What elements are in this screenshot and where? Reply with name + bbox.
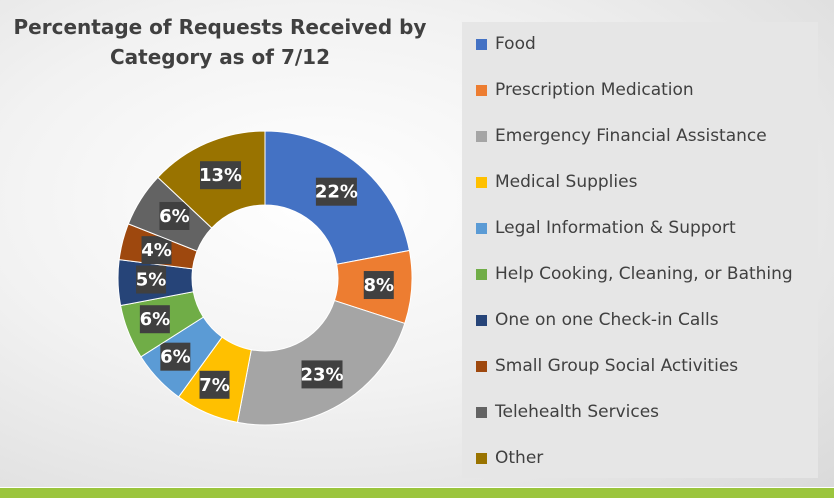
data-label-text-8: 4%: [141, 240, 172, 261]
data-label-text-4: 7%: [199, 375, 230, 396]
legend-label-9: Telehealth Services: [495, 402, 660, 422]
legend-swatch-2: [476, 84, 487, 96]
data-label-box-8: [141, 236, 172, 265]
legend-swatch-10: [476, 452, 487, 464]
data-label-3: 23%: [300, 360, 344, 389]
legend-item-2: Prescription Medication: [476, 67, 818, 113]
legend-swatch-5: [476, 222, 487, 234]
legend-label-2: Prescription Medication: [495, 80, 694, 100]
footer-accent-bar: [0, 488, 834, 498]
data-label-text-1: 22%: [315, 182, 358, 203]
donut-chart: 22% 8% 23% 7% 6% 6% 5% 4% 6% 13%: [117, 130, 413, 426]
legend-item-3: Emergency Financial Assistance: [476, 113, 818, 159]
data-label-box-9: [159, 201, 190, 230]
chart-title-line-2: Category as of 7/12: [109, 45, 331, 69]
legend-label-7: One on one Check-in Calls: [495, 310, 719, 330]
legend-label-1: Food: [495, 34, 536, 54]
data-label-box-5: [160, 342, 191, 371]
legend-swatch-6: [476, 268, 487, 280]
legend-label-10: Other: [495, 448, 544, 468]
legend-label-3: Emergency Financial Assistance: [495, 126, 767, 146]
data-label-text-6: 6%: [140, 309, 171, 330]
data-label-text-3: 23%: [300, 364, 343, 385]
data-label-2: 8%: [363, 271, 394, 300]
data-label-box-2: [363, 271, 394, 300]
data-label-box-6: [139, 305, 170, 334]
legend-swatch-9: [476, 406, 487, 418]
legend-item-6: Help Cooking, Cleaning, or Bathing: [476, 251, 818, 297]
legend-swatch-3: [476, 130, 487, 142]
legend-label-8: Small Group Social Activities: [495, 356, 739, 376]
legend-swatch-1: [476, 38, 487, 50]
data-label-8: 4%: [141, 236, 172, 265]
data-label-box-4: [199, 370, 230, 399]
data-label-text-9: 6%: [159, 206, 190, 227]
data-label-box-7: [136, 265, 167, 294]
data-label-box-10: [200, 161, 242, 190]
data-label-box-1: [315, 177, 357, 206]
chart-title-line-1: Percentage of Requests Received by: [13, 15, 427, 39]
chart-title: Percentage of Requests Received by Categ…: [10, 12, 430, 72]
data-label-9: 6%: [159, 201, 190, 230]
data-label-text-2: 8%: [363, 275, 394, 296]
legend-label-6: Help Cooking, Cleaning, or Bathing: [495, 264, 793, 284]
legend-item-8: Small Group Social Activities: [476, 343, 818, 389]
data-label-text-5: 6%: [160, 347, 191, 368]
legend-label-4: Medical Supplies: [495, 172, 638, 192]
data-label-5: 6%: [160, 342, 191, 371]
legend-item-5: Legal Information & Support: [476, 205, 818, 251]
legend-item-7: One on one Check-in Calls: [476, 297, 818, 343]
data-label-text-10: 13%: [199, 165, 242, 186]
data-label-6: 6%: [139, 305, 171, 334]
legend-label-5: Legal Information & Support: [495, 218, 736, 238]
footer-divider: [0, 487, 834, 488]
legend: Food Prescription Medication Emergency Fin…: [462, 22, 818, 478]
data-label-4: 7%: [199, 370, 230, 399]
legend-swatch-8: [476, 360, 487, 372]
data-label-10: 13%: [199, 161, 242, 190]
data-label-1: 22%: [315, 177, 358, 206]
legend-swatch-4: [476, 176, 487, 188]
legend-item-4: Medical Supplies: [476, 159, 818, 205]
data-label-box-3: [301, 360, 343, 389]
data-label-text-7: 5%: [136, 270, 167, 291]
legend-item-9: Telehealth Services: [476, 389, 818, 435]
legend-item-1: Food: [476, 21, 818, 67]
legend-item-10: Other: [476, 435, 818, 481]
data-label-7: 5%: [136, 265, 167, 294]
legend-swatch-7: [476, 314, 487, 326]
